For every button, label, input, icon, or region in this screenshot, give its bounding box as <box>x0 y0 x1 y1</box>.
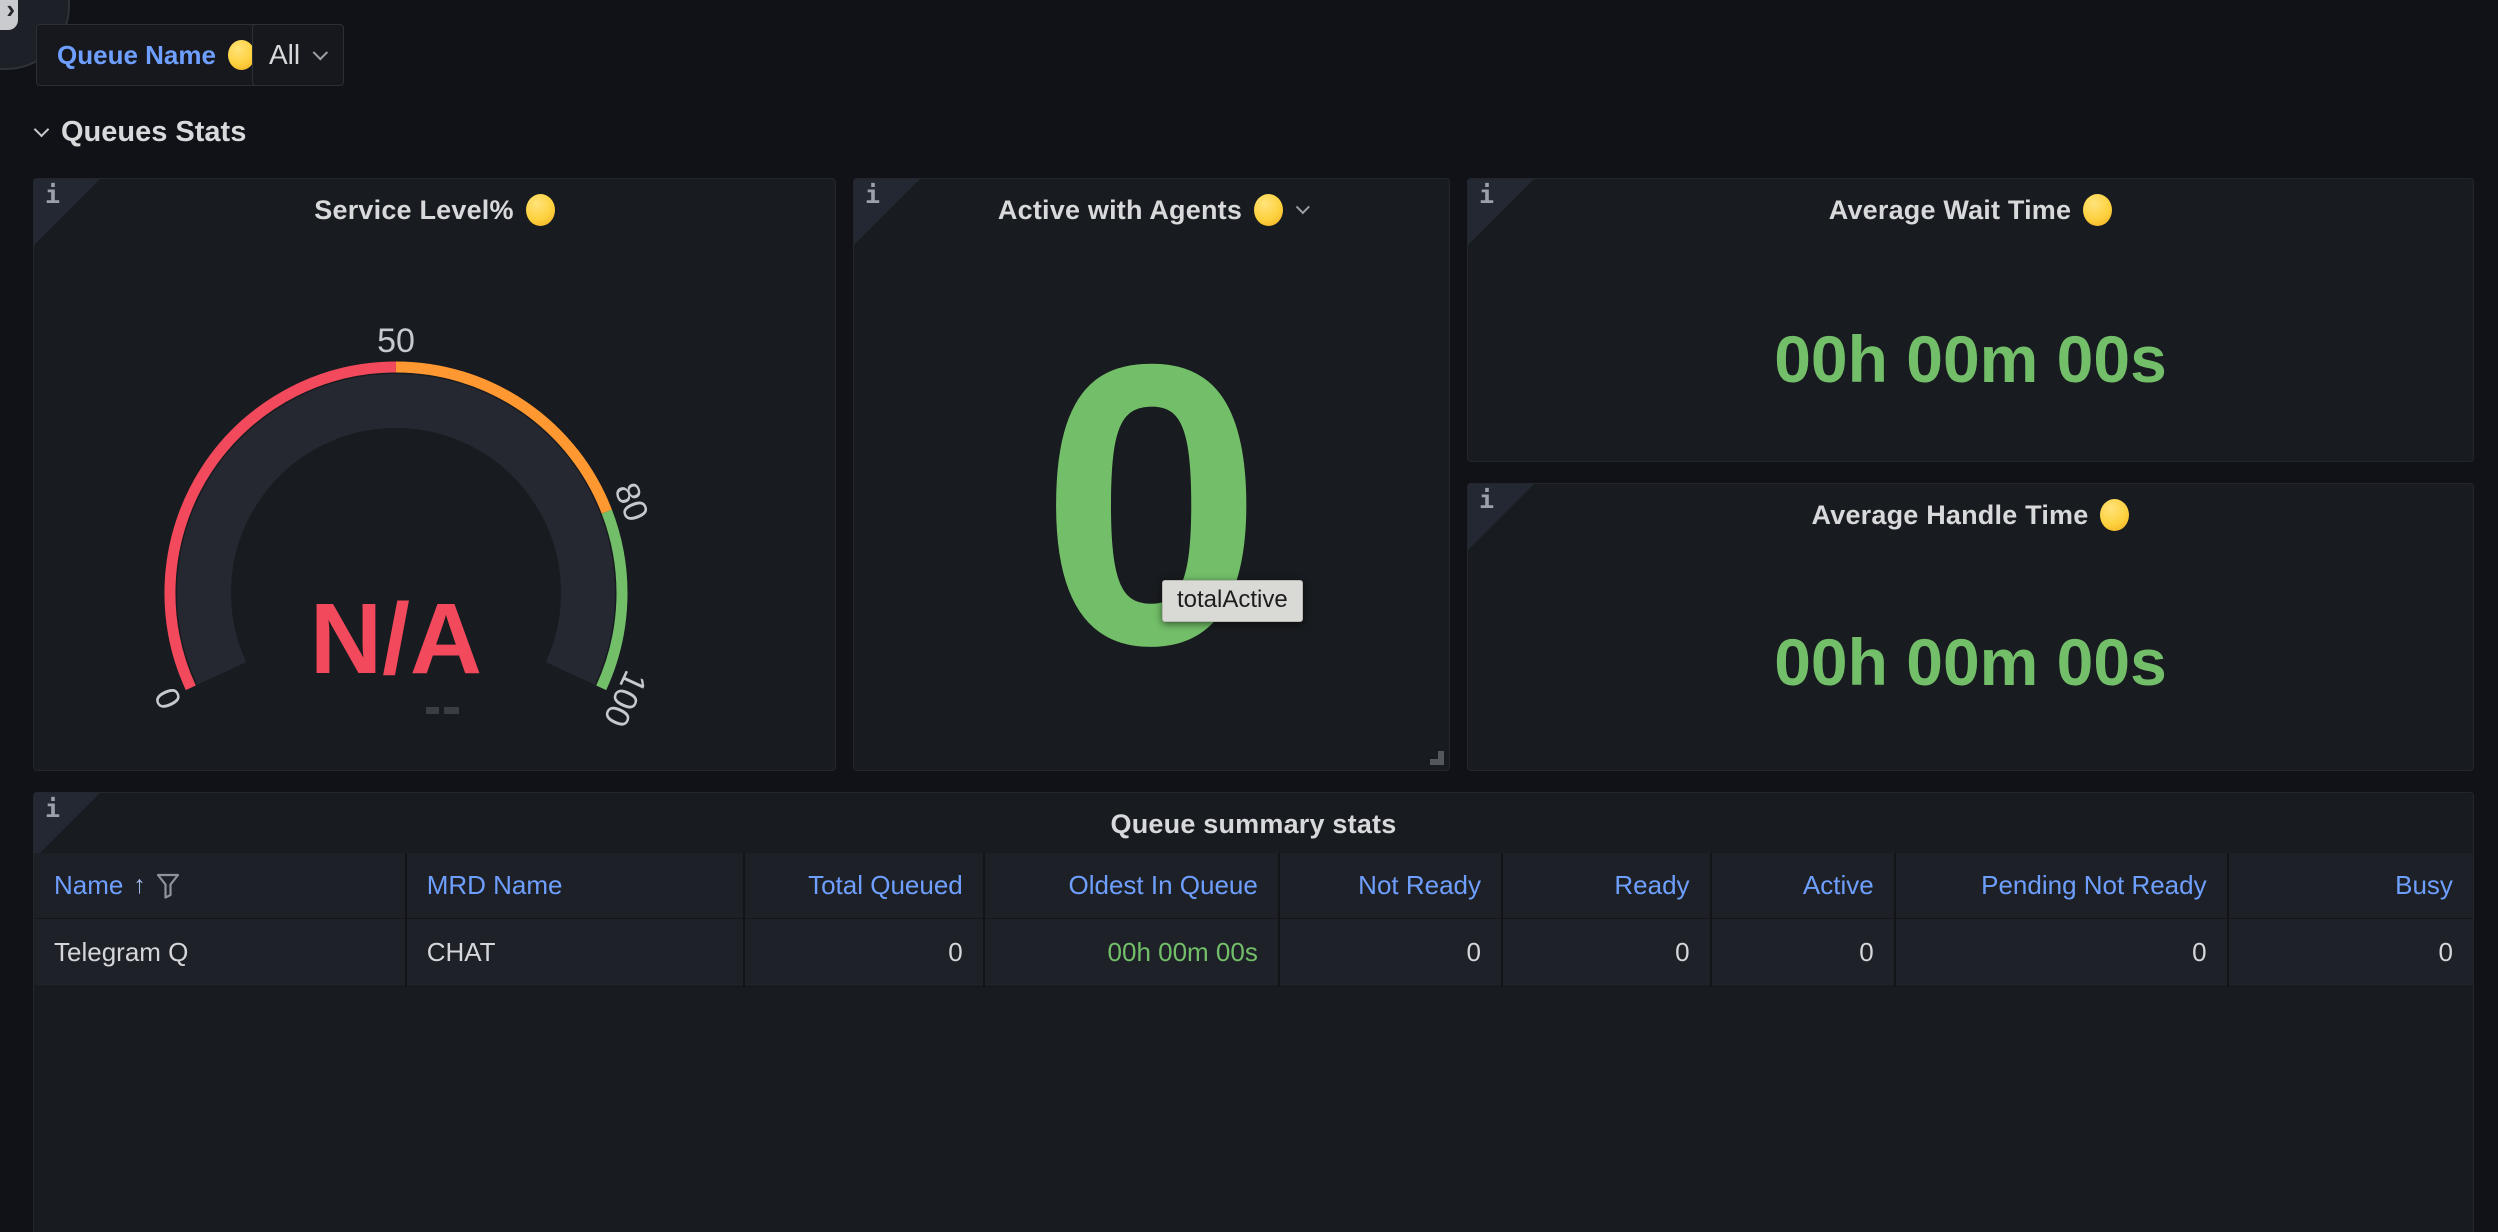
column-header-label: Total Queued <box>808 870 963 900</box>
table-cell-active: 0 <box>1709 919 1894 987</box>
active-with-agents-value: 0 <box>1040 280 1263 728</box>
gauge-micro-mark <box>426 707 439 714</box>
panel-service-level: i Service Level% 0 50 80 100 N/A <box>33 178 836 771</box>
column-header-mrd-name[interactable]: MRD Name <box>404 853 743 919</box>
column-header-pending-not-ready[interactable]: Pending Not Ready <box>1893 853 2227 919</box>
section-queues-stats[interactable]: Queues Stats <box>33 116 247 149</box>
gauge-value: N/A <box>310 583 482 695</box>
column-header-label: Not Ready <box>1358 870 1482 900</box>
panel-wait-header[interactable]: Average Wait Time <box>1468 179 2473 241</box>
panel-active-with-agents: i Active with Agents 0 <box>853 178 1450 771</box>
chevron-right-icon: › <box>6 0 15 24</box>
column-header-not-ready[interactable]: Not Ready <box>1277 853 1502 919</box>
tooltip: totalActive <box>1162 580 1303 622</box>
table-header-row: Name ↑ MRD Name Total Queued Oldest In Queue… <box>34 853 2473 919</box>
yellow-dot-icon <box>525 194 555 226</box>
table-cell-mrd-name: CHAT <box>404 919 743 987</box>
panel-service-level-header[interactable]: Service Level% <box>34 179 835 241</box>
gauge-micro-mark <box>444 707 459 714</box>
yellow-dot-icon <box>2083 194 2113 226</box>
panel-table-header[interactable]: Queue summary stats <box>34 793 2473 855</box>
yellow-dot-icon <box>1254 194 1284 226</box>
gauge-threshold-arc <box>395 361 612 514</box>
table-cell-pending-not-ready: 0 <box>1893 919 2227 987</box>
average-wait-time-value: 00h 00m 00s <box>1774 322 2167 396</box>
gauge-tick-label: 50 <box>377 322 415 360</box>
panel-title: Average Handle Time <box>1811 499 2089 530</box>
column-header-active[interactable]: Active <box>1709 853 1894 919</box>
section-title: Queues Stats <box>61 116 247 148</box>
table-row: Telegram Q CHAT 0 00h 00m 00s 0 0 0 0 0 <box>34 919 2473 987</box>
panel-resize-handle[interactable] <box>1430 751 1444 765</box>
yellow-dot-icon <box>227 40 255 70</box>
queue-name-filter-label: Queue Name <box>57 39 216 70</box>
table-cell-ready: 0 <box>1501 919 1710 987</box>
column-header-label: Name <box>54 870 124 900</box>
column-header-name[interactable]: Name ↑ <box>34 853 405 919</box>
table-cell-busy: 0 <box>2226 919 2473 987</box>
column-header-total-queued[interactable]: Total Queued <box>742 853 983 919</box>
panel-title: Active with Agents <box>997 194 1243 225</box>
sort-ascending-icon: ↑ <box>133 871 146 899</box>
chevron-down-icon <box>312 44 329 60</box>
panel-average-handle-time: i Average Handle Time 00h 00m 00s <box>1467 483 2474 771</box>
table-cell-total-queued: 0 <box>742 919 983 987</box>
panel-title: Queue summary stats <box>1110 808 1397 839</box>
column-header-oldest-in-queue[interactable]: Oldest In Queue <box>982 853 1278 919</box>
panel-title: Service Level% <box>314 194 514 225</box>
queue-summary-table: Name ↑ MRD Name Total Queued Oldest In Queue… <box>34 853 2473 987</box>
average-handle-time-value: 00h 00m 00s <box>1774 625 2167 699</box>
gauge-threshold-arc <box>164 361 397 691</box>
gauge-threshold-arc <box>596 509 628 691</box>
panel-queue-summary-stats: i Queue summary stats Name ↑ MRD Name Total… <box>33 792 2474 1232</box>
gauge-band <box>177 374 615 685</box>
queue-name-filter[interactable]: Queue Name <box>36 24 276 86</box>
queue-name-filter-value-dropdown[interactable]: All <box>252 24 344 86</box>
column-header-label: Oldest In Queue <box>1068 870 1258 900</box>
gauge-tick-label: 0 <box>146 682 188 715</box>
panel-title: Average Wait Time <box>1828 194 2072 225</box>
table-cell-name: Telegram Q <box>34 919 405 987</box>
column-header-ready[interactable]: Ready <box>1501 853 1710 919</box>
column-header-label: Busy <box>2395 870 2453 900</box>
column-header-label: Active <box>1802 870 1874 900</box>
panel-average-wait-time: i Average Wait Time 00h 00m 00s <box>1467 178 2474 462</box>
table-cell-not-ready: 0 <box>1277 919 1502 987</box>
panel-active-header[interactable]: Active with Agents <box>854 179 1449 241</box>
yellow-dot-icon <box>2100 499 2130 531</box>
sidebar-toggle-button[interactable]: › <box>0 0 18 30</box>
column-header-label: Ready <box>1614 870 1690 900</box>
column-header-busy[interactable]: Busy <box>2226 853 2473 919</box>
filter-funnel-icon[interactable] <box>156 873 180 899</box>
filter-selected-value: All <box>269 39 301 70</box>
column-header-label: MRD Name <box>426 870 563 900</box>
table-cell-oldest-in-queue: 00h 00m 00s <box>982 919 1278 987</box>
column-header-label: Pending Not Ready <box>1981 870 2207 900</box>
panel-handle-header[interactable]: Average Handle Time <box>1468 484 2473 546</box>
chevron-down-icon <box>33 121 50 138</box>
